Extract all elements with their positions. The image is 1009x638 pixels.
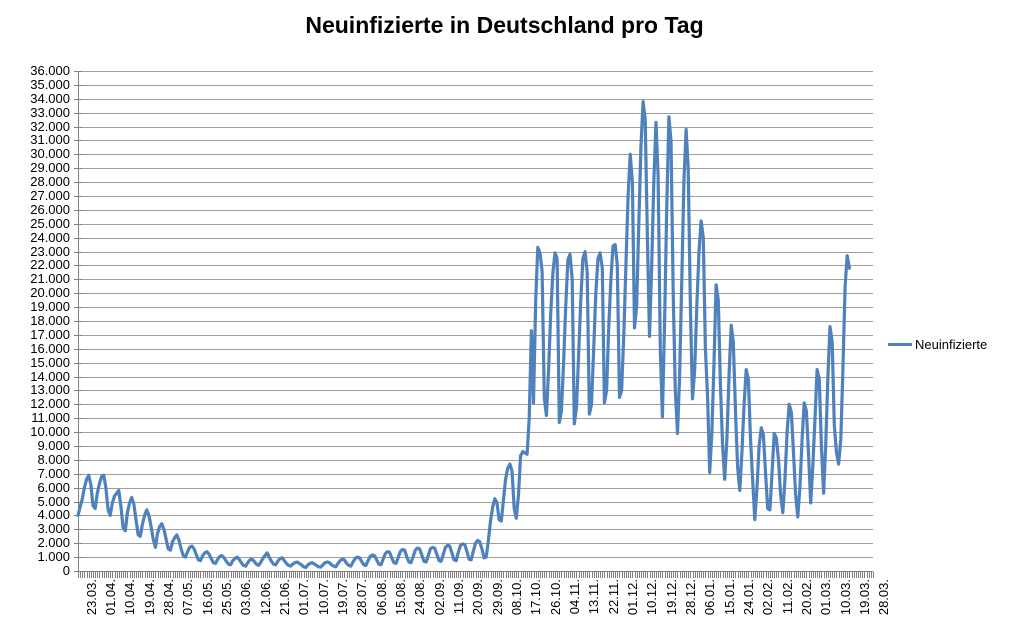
y-axis-tick-label: 32.000 <box>30 118 70 134</box>
y-axis-tick-label: 12.000 <box>30 396 70 412</box>
y-axis-tick-label: 9.000 <box>37 438 70 453</box>
y-axis-tick-label: 24.000 <box>30 229 70 245</box>
y-axis-tick-label: 7.000 <box>37 465 70 481</box>
x-axis-tick-label: 01.04. <box>102 579 118 616</box>
y-axis-tick-label: 31.000 <box>30 132 70 148</box>
y-axis-tick-label: 26.000 <box>30 201 70 217</box>
x-axis-tick-label: 24.08. <box>412 579 428 616</box>
y-axis-tick-label: 2.000 <box>37 535 70 551</box>
y-axis-tick-label: 14.000 <box>30 368 70 384</box>
x-axis-tick-label: 11.02. <box>779 579 795 615</box>
x-axis-tick-label: 15.01. <box>721 579 737 616</box>
x-axis-tick-label: 22.11. <box>605 579 621 615</box>
chart-title: Neuinfizierte in Deutschland pro Tag <box>305 12 704 38</box>
y-axis-tick-label: 8.000 <box>37 451 70 467</box>
legend-line-marker <box>888 343 912 346</box>
x-axis-tick-label: 03.06. <box>238 579 254 616</box>
x-axis-tick-label: 21.06. <box>276 579 292 616</box>
y-axis-tick-label: 0 <box>62 563 70 578</box>
y-axis-tick-label: 15.000 <box>30 354 70 370</box>
y-axis-tick-label: 20.000 <box>30 285 70 301</box>
x-axis-tick-label: 28.12. <box>682 579 698 616</box>
x-axis-tick-label: 25.05. <box>218 579 234 616</box>
y-axis-tick-label: 16.000 <box>30 340 70 356</box>
y-axis-tick-label: 6.000 <box>37 479 70 495</box>
x-axis-tick-label: 24.01. <box>740 579 756 616</box>
y-axis-tick-label: 29.000 <box>30 160 70 176</box>
x-axis-tick-label: 26.10. <box>547 579 563 616</box>
y-axis-tick-label: 18.000 <box>30 313 70 328</box>
y-axis-tick-label: 22.000 <box>30 257 70 273</box>
x-axis-tick-label: 13.11. <box>586 579 602 615</box>
x-axis-tick-label: 15.08. <box>392 579 408 616</box>
legend: Neuinfizierte <box>888 337 987 352</box>
x-axis-tick-label: 01.07. <box>296 579 312 616</box>
y-axis-tick-label: 5.000 <box>37 493 70 509</box>
x-axis-tick-label: 20.09. <box>470 579 486 616</box>
y-axis-tick-label: 17.000 <box>30 326 70 342</box>
x-axis-tick-label: 19.04. <box>141 579 157 616</box>
x-axis-tick-label: 06.01. <box>702 579 718 616</box>
legend-label: Neuinfizierte <box>915 337 988 352</box>
x-axis-tick-label: 19.07. <box>334 579 350 616</box>
y-axis-tick-label: 33.000 <box>30 104 70 120</box>
y-axis-tick-label: 21.000 <box>30 271 70 287</box>
y-axis-tick-label: 23.000 <box>30 243 70 259</box>
y-axis-tick-label: 36.000 <box>30 63 70 78</box>
x-axis-tick-label: 23.03. <box>83 579 99 616</box>
x-axis-tick-label: 08.10. <box>508 579 524 616</box>
y-axis-tick-label: 35.000 <box>30 76 70 92</box>
x-axis-tick-label: 28.04. <box>160 579 176 616</box>
y-axis-tick-label: 30.000 <box>30 146 70 162</box>
x-axis-tick-label: 17.10. <box>528 579 544 616</box>
x-axis-tick-label: 01.03. <box>818 579 834 616</box>
x-axis-tick-label: 10.12. <box>644 579 660 616</box>
x-axis-tick-label: 10.07. <box>315 579 331 616</box>
y-axis-tick-label: 3.000 <box>37 521 70 537</box>
x-axis-tick-label: 19.03. <box>857 579 872 616</box>
x-axis-tick-label: 12.06. <box>257 579 273 616</box>
x-axis-tick-label: 29.09. <box>489 579 505 616</box>
series-line-neuinfizierte <box>76 99 852 570</box>
x-axis-tick-label: 10.04. <box>122 579 138 616</box>
y-axis-tick-label: 27.000 <box>30 188 70 203</box>
x-axis-tick-label: 19.12. <box>663 579 679 616</box>
y-axis-tick-label: 34.000 <box>30 90 70 106</box>
x-axis-tick-label: 28.07. <box>354 579 370 616</box>
x-axis-tick-label: 10.03. <box>837 579 853 616</box>
x-axis-tick-label: 06.08. <box>373 579 389 616</box>
y-axis-tick-label: 28.000 <box>30 174 70 190</box>
x-axis-tick-label: 28.03. <box>876 579 892 616</box>
y-axis-tick-label: 1.000 <box>37 549 70 565</box>
x-axis-tick-label: 02.02. <box>760 579 776 616</box>
y-axis-tick-label: 4.000 <box>37 507 70 523</box>
x-axis-tick-label: 02.09. <box>431 579 447 616</box>
x-axis-tick-label: 11.09. <box>450 579 466 615</box>
x-axis-tick-label: 20.02. <box>799 579 814 616</box>
y-axis-tick-label: 19.000 <box>30 299 70 315</box>
x-axis-tick-label: 01.12. <box>624 579 640 616</box>
y-axis-tick-label: 11.000 <box>31 410 70 426</box>
y-axis-tick-label: 13.000 <box>30 382 70 398</box>
x-axis-tick-label: 16.05. <box>199 579 215 616</box>
y-axis-tick-label: 25.000 <box>30 215 70 231</box>
x-axis-tick-label: 04.11. <box>566 579 582 615</box>
x-axis-tick-label: 07.05. <box>180 579 196 616</box>
y-axis-tick-label: 10.000 <box>30 424 70 440</box>
